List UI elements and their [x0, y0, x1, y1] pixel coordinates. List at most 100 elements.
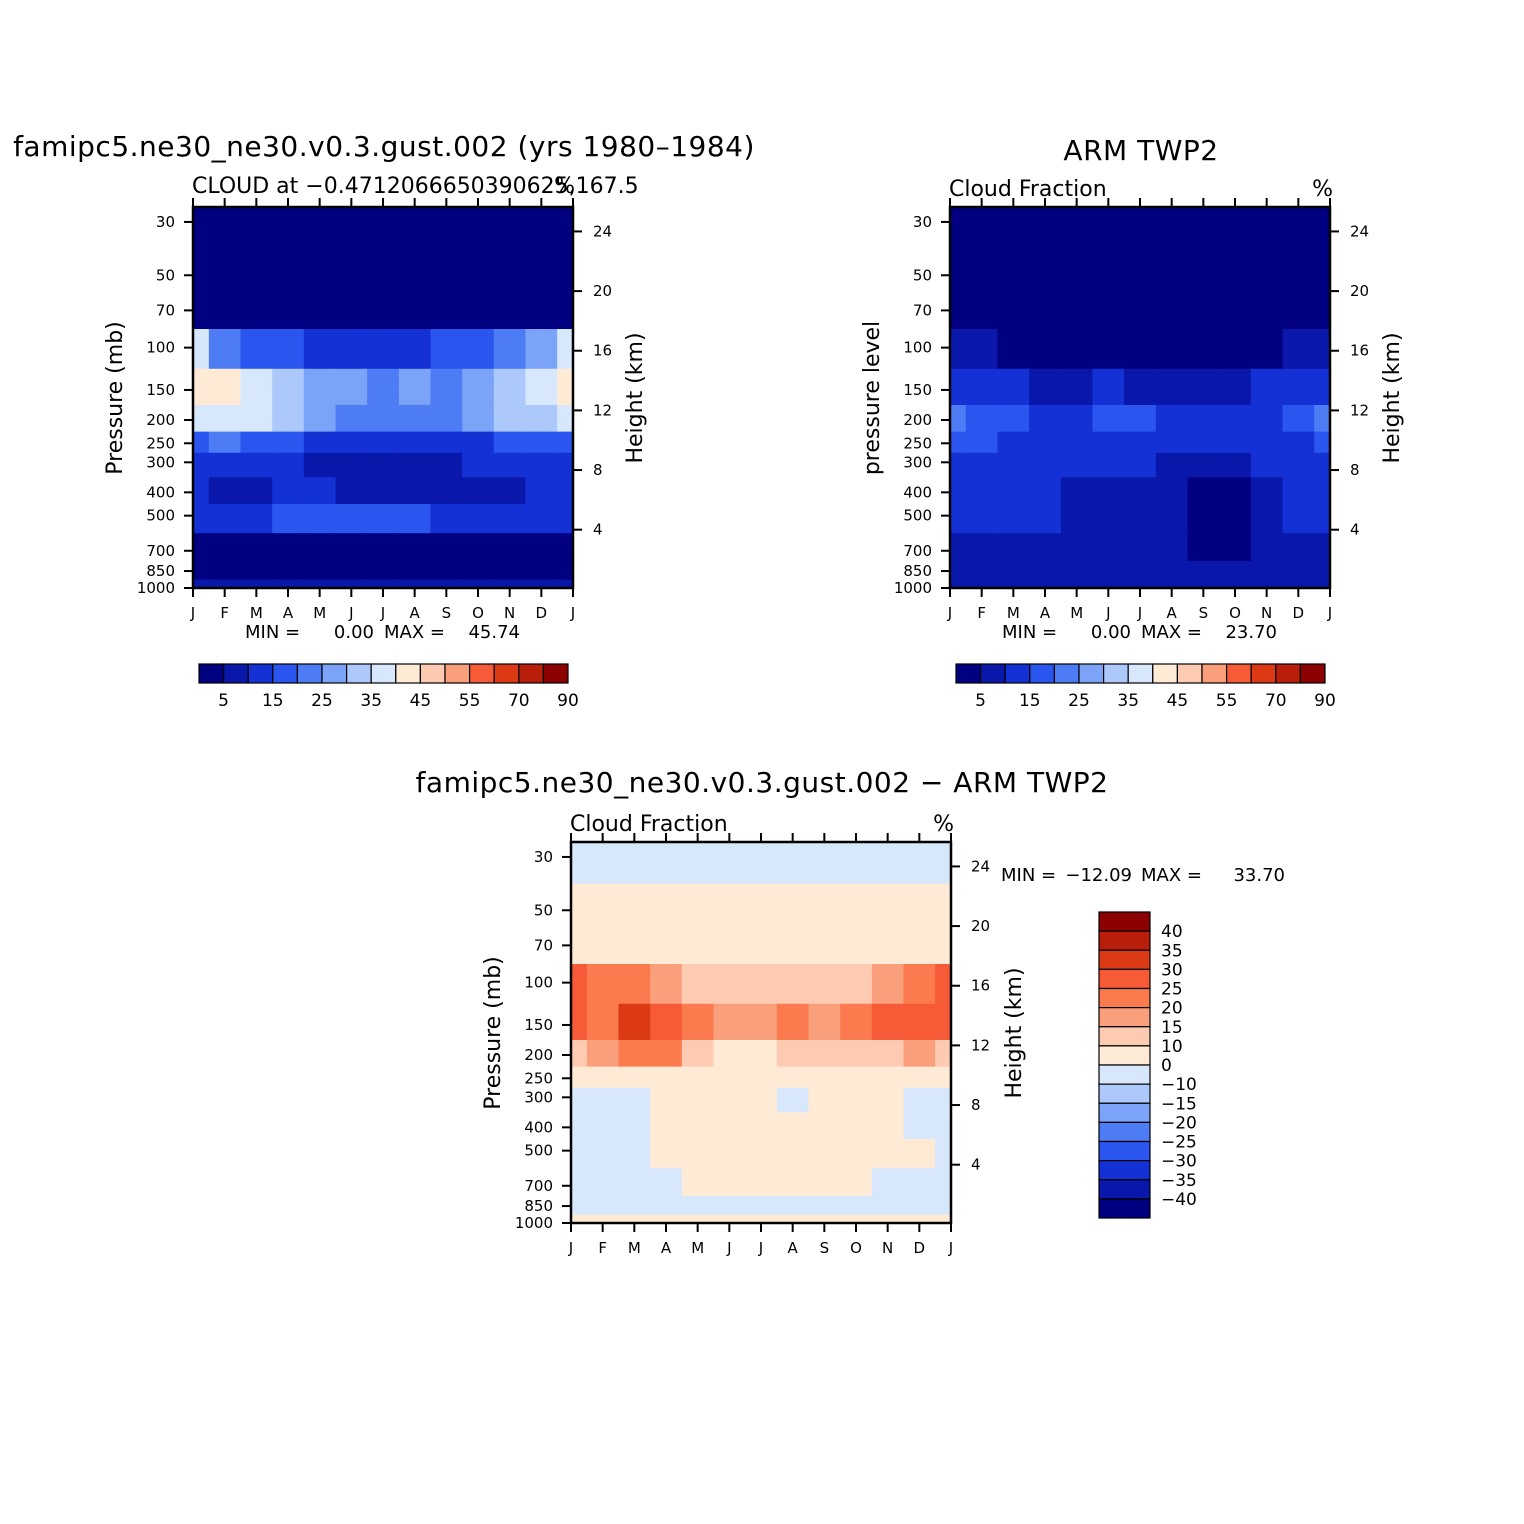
field-cell — [335, 329, 368, 370]
field-cell — [1250, 579, 1283, 589]
field-cell — [745, 1214, 778, 1224]
panel-title: famipc5.ne30_ne30.v0.3.gust.002 (yrs 198… — [13, 130, 755, 163]
field-cell — [997, 560, 1030, 580]
x-tick-label: A — [410, 604, 421, 622]
x-tick-label: J — [570, 604, 575, 622]
colorbar-label: −35 — [1161, 1171, 1197, 1191]
field-cell — [997, 329, 1030, 370]
field-cell — [713, 1066, 746, 1089]
field-cell — [1155, 560, 1188, 580]
colorbar-swatch — [1176, 663, 1203, 684]
field-cell — [1060, 503, 1093, 534]
field-cell — [650, 1039, 683, 1068]
field-cell — [272, 431, 305, 454]
max-value: 23.70 — [1225, 622, 1277, 643]
field-cell — [272, 452, 305, 478]
y-right-tick-label: 12 — [593, 401, 612, 419]
y-axis-right-label: Height (km) — [1002, 967, 1027, 1098]
y-tick-label: 200 — [146, 411, 175, 429]
colorbar-label: 55 — [1216, 691, 1238, 711]
field-cell — [430, 292, 463, 330]
field-cell — [1314, 503, 1331, 534]
field-cell — [950, 431, 967, 454]
colorbar-label: 20 — [1161, 999, 1183, 1019]
x-tick-label: J — [726, 1239, 731, 1257]
field-cell — [398, 368, 431, 406]
colorbar-swatch — [1299, 663, 1326, 684]
field-cell — [1029, 503, 1062, 534]
field-cell — [1219, 329, 1252, 370]
field-cell — [303, 292, 336, 330]
field-cell — [1282, 248, 1315, 294]
field-cell — [193, 431, 210, 454]
field-cell — [1092, 207, 1125, 249]
field-cell — [1124, 503, 1157, 534]
field-cell — [871, 1003, 904, 1041]
field-cell — [618, 1214, 651, 1224]
colorbar-swatch — [1098, 1102, 1151, 1123]
x-tick-label: J — [380, 604, 385, 622]
field-cell — [997, 477, 1030, 505]
colorbar-swatch — [419, 663, 446, 684]
panel-subtitle-left: Cloud Fraction — [570, 812, 728, 837]
field-cell — [462, 452, 495, 478]
y-tick-label: 150 — [903, 381, 932, 399]
field-cell — [776, 1039, 809, 1068]
field-cell — [903, 1112, 936, 1140]
field-cell — [462, 533, 495, 562]
x-tick-label: D — [914, 1239, 926, 1257]
field-cell — [1250, 533, 1283, 562]
field-cell — [1060, 579, 1093, 589]
field-cell — [871, 1039, 904, 1068]
field-cell — [398, 533, 431, 562]
field-cell — [1314, 404, 1331, 433]
field-cell — [1029, 452, 1062, 478]
y-right-tick-label: 8 — [971, 1096, 981, 1114]
field-cell — [965, 579, 998, 589]
y-tick-label: 70 — [534, 936, 553, 954]
field-cell — [1155, 329, 1188, 370]
field-cell — [193, 292, 210, 330]
y-tick-label: 100 — [146, 339, 175, 357]
field-cell — [776, 1138, 809, 1169]
field-cell — [1314, 533, 1331, 562]
field-cell — [808, 842, 841, 884]
y-right-tick-label: 12 — [1350, 401, 1369, 419]
field-cell — [335, 477, 368, 505]
field-cell — [965, 248, 998, 294]
field-cell — [840, 1003, 873, 1041]
x-tick-label: M — [1070, 604, 1083, 622]
field-cell — [367, 503, 400, 534]
colorbar-label: 35 — [1161, 941, 1183, 961]
y-tick-label: 100 — [524, 974, 553, 992]
field-cell — [335, 452, 368, 478]
field-cell — [950, 452, 967, 478]
max-value: 45.74 — [468, 622, 520, 643]
colorbar-swatch — [1004, 663, 1031, 684]
field-cell — [525, 560, 558, 580]
field-cell — [745, 1112, 778, 1140]
y-tick-label: 200 — [903, 411, 932, 429]
colorbar-swatch — [370, 663, 397, 684]
field-cell — [398, 477, 431, 505]
y-right-tick-label: 8 — [593, 461, 603, 479]
colorbar-label: 5 — [975, 691, 986, 711]
field-cell — [650, 1195, 683, 1215]
field-cell — [745, 964, 778, 1005]
field-cell — [240, 560, 273, 580]
field-cell — [272, 329, 305, 370]
field-cell — [1219, 452, 1252, 478]
field-cell — [208, 533, 241, 562]
field-cell — [1029, 248, 1062, 294]
field-cell — [303, 477, 336, 505]
field-cell — [525, 207, 558, 249]
panel-observations: ARM TWP2 Cloud Fraction % J F M A M J J A S O N D J 3… — [860, 134, 1405, 711]
field-cell — [193, 404, 210, 433]
field-cell — [935, 1039, 952, 1068]
field-cell — [745, 1195, 778, 1215]
y-tick-label: 400 — [524, 1118, 553, 1136]
colorbar-swatch — [1098, 930, 1151, 951]
field-cell — [493, 503, 526, 534]
field-cell — [303, 503, 336, 534]
field-cell — [997, 368, 1030, 406]
